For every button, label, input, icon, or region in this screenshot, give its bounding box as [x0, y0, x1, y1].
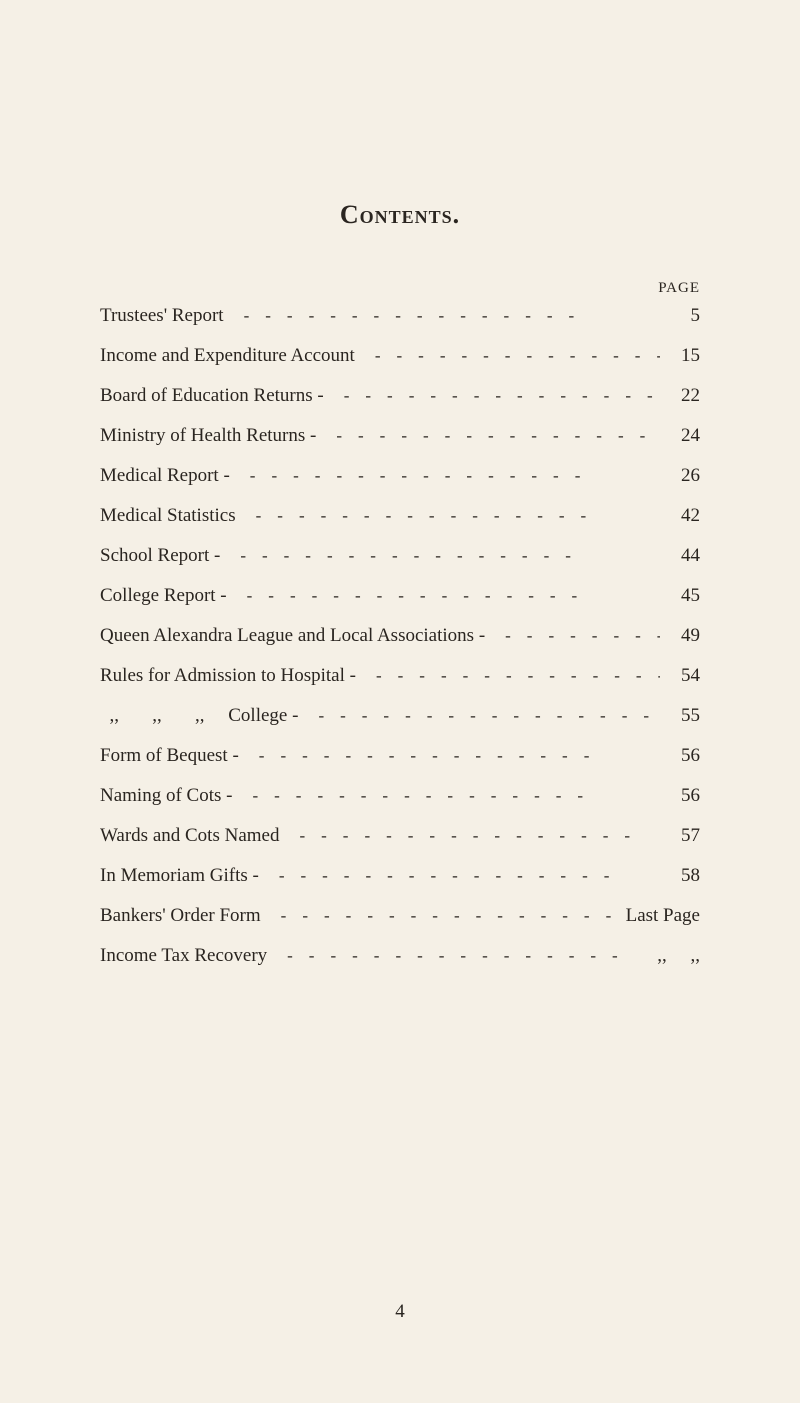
toc-label: Board of Education Returns -: [100, 385, 324, 407]
toc-page: 5: [660, 305, 700, 327]
toc-label: School Report -: [100, 545, 220, 567]
toc-leader: ----------------: [224, 306, 660, 326]
toc-leader: ----------------: [267, 946, 657, 966]
toc-label: College Report -: [100, 585, 227, 607]
toc-page: 55: [660, 705, 700, 727]
toc-label: Medical Report -: [100, 465, 230, 487]
toc-label: Form of Bequest -: [100, 745, 239, 767]
toc-page: 54: [660, 665, 700, 687]
toc-label: Naming of Cots -: [100, 785, 232, 807]
toc-page: 22: [660, 385, 700, 407]
toc-row: Ministry of Health Returns - -----------…: [100, 425, 700, 451]
toc-row: Queen Alexandra League and Local Associa…: [100, 625, 700, 651]
toc-leader: ----------------: [261, 906, 626, 926]
toc-page: Last Page: [626, 905, 700, 927]
toc-leader: ----------------: [236, 506, 660, 526]
toc-page: 42: [660, 505, 700, 527]
toc-row: In Memoriam Gifts - ---------------- 58: [100, 865, 700, 891]
toc-label: Ministry of Health Returns -: [100, 425, 316, 447]
toc-list: Trustees' Report ---------------- 5 Inco…: [100, 305, 700, 971]
toc-row: Trustees' Report ---------------- 5: [100, 305, 700, 331]
page-number: 4: [0, 1301, 800, 1323]
toc-page: 44: [660, 545, 700, 567]
page-column-header: PAGE: [100, 280, 700, 297]
toc-row: Rules for Admission to Hospital - ------…: [100, 665, 700, 691]
toc-leader: ----------------: [279, 826, 660, 846]
toc-leader: ----------------: [485, 626, 660, 646]
toc-leader: ----------------: [232, 786, 660, 806]
toc-leader: ----------------: [324, 386, 660, 406]
toc-page: 58: [660, 865, 700, 887]
toc-row: Income and Expenditure Account ---------…: [100, 345, 700, 371]
toc-leader: ----------------: [239, 746, 660, 766]
toc-row: Medical Statistics ---------------- 42: [100, 505, 700, 531]
toc-label: In Memoriam Gifts -: [100, 865, 259, 887]
toc-row: School Report - ---------------- 44: [100, 545, 700, 571]
toc-page: 56: [660, 745, 700, 767]
toc-row: Income Tax Recovery ---------------- ,, …: [100, 945, 700, 971]
toc-label: Bankers' Order Form: [100, 905, 261, 927]
toc-page: 57: [660, 825, 700, 847]
toc-leader: ----------------: [227, 586, 660, 606]
toc-page: 24: [660, 425, 700, 447]
toc-row: Bankers' Order Form ---------------- Las…: [100, 905, 700, 931]
toc-leader: ----------------: [230, 466, 660, 486]
toc-label: Wards and Cots Named: [100, 825, 279, 847]
toc-leader: ----------------: [316, 426, 660, 446]
toc-label: Queen Alexandra League and Local Associa…: [100, 625, 485, 647]
toc-leader: ----------------: [356, 666, 660, 686]
toc-row: College Report - ---------------- 45: [100, 585, 700, 611]
toc-label: Trustees' Report: [100, 305, 224, 327]
toc-label: ,, ,, ,, College -: [100, 705, 298, 727]
toc-page: 26: [660, 465, 700, 487]
toc-page: 49: [660, 625, 700, 647]
toc-leader: ----------------: [298, 706, 660, 726]
toc-label: Income Tax Recovery: [100, 945, 267, 967]
contents-title: Contents.: [100, 200, 700, 230]
toc-leader: ----------------: [355, 346, 660, 366]
toc-leader: ----------------: [220, 546, 660, 566]
toc-row: Board of Education Returns - -----------…: [100, 385, 700, 411]
toc-page: 15: [660, 345, 700, 367]
toc-page: 45: [660, 585, 700, 607]
toc-row: Wards and Cots Named ---------------- 57: [100, 825, 700, 851]
toc-label: Medical Statistics: [100, 505, 236, 527]
toc-row: Medical Report - ---------------- 26: [100, 465, 700, 491]
toc-row: Form of Bequest - ---------------- 56: [100, 745, 700, 771]
toc-label: Rules for Admission to Hospital -: [100, 665, 356, 687]
toc-page: ,, ,,: [657, 945, 700, 967]
toc-page: 56: [660, 785, 700, 807]
toc-label: Income and Expenditure Account: [100, 345, 355, 367]
toc-row: ,, ,, ,, College - ---------------- 55: [100, 705, 700, 731]
toc-leader: ----------------: [259, 866, 660, 886]
toc-row: Naming of Cots - ---------------- 56: [100, 785, 700, 811]
